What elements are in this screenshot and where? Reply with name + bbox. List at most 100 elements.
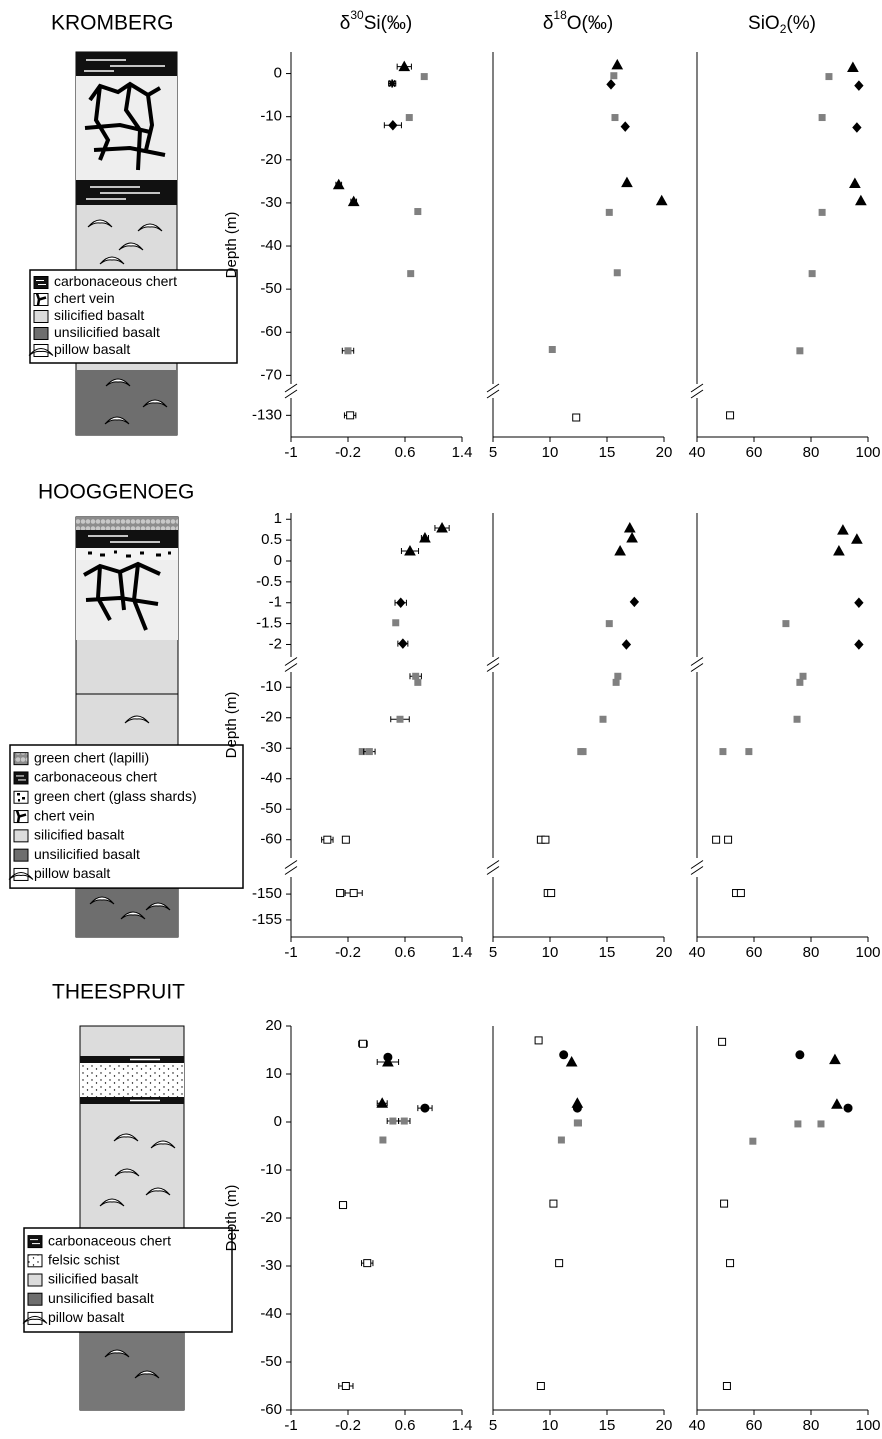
square-marker (542, 836, 549, 843)
y-tick-label: 0.5 (261, 531, 282, 548)
legend-label: green chert (lapilli) (34, 749, 149, 765)
square-marker (340, 1202, 347, 1209)
x-tick-label: 5 (489, 944, 497, 961)
y-tick-label: -70 (260, 366, 282, 383)
square-marker (342, 836, 349, 843)
square-marker (337, 890, 344, 897)
triangle-marker (657, 196, 667, 205)
column-header: δ30Si(‰) (340, 8, 413, 34)
square-marker (606, 209, 613, 216)
square-marker (782, 620, 789, 627)
x-tick-label: -1 (284, 944, 297, 961)
y-tick-label: -155 (252, 911, 282, 928)
triangle-marker (850, 179, 860, 188)
triangle-marker (615, 546, 625, 555)
triangle-marker (622, 178, 632, 187)
y-tick-label: -50 (260, 800, 282, 817)
triangle-marker (848, 63, 858, 72)
square-marker (573, 414, 580, 421)
diamond-marker (630, 597, 638, 606)
square-marker (719, 1038, 726, 1045)
x-tick-label: 1.4 (452, 944, 473, 961)
x-tick-label: 20 (656, 944, 673, 961)
x-tick-label: 20 (656, 444, 673, 461)
x-tick-label: 15 (599, 444, 616, 461)
x-tick-label: 1.4 (452, 444, 473, 461)
legend-swatch (34, 277, 48, 289)
square-marker (721, 1200, 728, 1207)
legend-swatch (14, 830, 28, 842)
triangle-marker (852, 534, 862, 543)
y-axis-label: Depth (m) (223, 212, 240, 279)
x-tick-label: 0.6 (395, 944, 416, 961)
triangle-marker (627, 533, 637, 542)
x-tick-label: 10 (542, 944, 559, 961)
x-tick-label: 1.4 (452, 1417, 473, 1434)
strat-column (76, 52, 177, 435)
carbonaceous-chert-layer (76, 530, 178, 548)
square-marker (819, 114, 826, 121)
section-title: THEESPRUIT (52, 981, 185, 1004)
y-tick-label: -20 (260, 1209, 282, 1226)
square-marker (713, 836, 720, 843)
square-marker (727, 412, 734, 419)
square-marker (550, 1200, 557, 1207)
square-marker (556, 1260, 563, 1267)
x-tick-label: 100 (855, 1417, 880, 1434)
square-marker (549, 346, 556, 353)
x-tick-label: 15 (599, 944, 616, 961)
square-marker (606, 620, 613, 627)
y-tick-label: -50 (260, 1353, 282, 1370)
square-marker (794, 716, 801, 723)
legend-label: chert vein (34, 807, 95, 823)
square-marker (342, 1383, 349, 1390)
diamond-marker (622, 640, 630, 649)
y-tick-label: 0 (274, 65, 282, 82)
square-marker (345, 347, 352, 354)
legend-label: carbonaceous chert (34, 769, 157, 785)
square-marker (366, 748, 373, 755)
x-tick-label: 40 (689, 444, 706, 461)
square-marker (614, 269, 621, 276)
header-part: Si(‰) (364, 13, 413, 34)
legend-label: pillow basalt (34, 865, 110, 881)
figure: δ30Si(‰) δ18O(‰) SiO2(%) KROMBERG HOOGGE… (0, 0, 882, 1439)
x-tick-label: 0.6 (395, 1417, 416, 1434)
square-marker (364, 1260, 371, 1267)
legend-label: pillow basalt (48, 1309, 124, 1325)
square-marker (414, 208, 421, 215)
square-marker (749, 1138, 756, 1145)
y-tick-label: -60 (260, 1401, 282, 1418)
x-tick-label: -1 (284, 1417, 297, 1434)
legend-swatch (14, 753, 28, 765)
circle-marker (844, 1104, 852, 1112)
triangle-marker (830, 1055, 840, 1064)
x-tick-label: 5 (489, 444, 497, 461)
square-marker (350, 890, 357, 897)
circle-marker (560, 1051, 568, 1059)
y-tick-label: -20 (260, 709, 282, 726)
header-part: SiO (748, 13, 780, 34)
legend-label: carbonaceous chert (48, 1232, 171, 1248)
triangle-marker (625, 523, 635, 532)
square-marker (723, 1383, 730, 1390)
square-marker (794, 1120, 801, 1127)
y-tick-label: -30 (260, 194, 282, 211)
x-tick-label: 10 (542, 444, 559, 461)
y-tick-label: -10 (260, 108, 282, 125)
square-marker (719, 748, 726, 755)
legend-label: unsilicified basalt (34, 846, 140, 862)
legend-label: green chert (glass shards) (34, 788, 197, 804)
square-marker (614, 673, 621, 680)
square-marker (397, 716, 404, 723)
square-marker (324, 836, 331, 843)
unsilicified-basalt-layer (80, 1330, 184, 1410)
square-marker (819, 209, 826, 216)
square-marker (796, 679, 803, 686)
square-marker (796, 347, 803, 354)
column-header: δ18O(‰) (543, 8, 613, 34)
x-tick-label: 60 (746, 944, 763, 961)
y-tick-label: -40 (260, 1305, 282, 1322)
square-marker (825, 73, 832, 80)
legend-label: silicified basalt (54, 307, 144, 323)
